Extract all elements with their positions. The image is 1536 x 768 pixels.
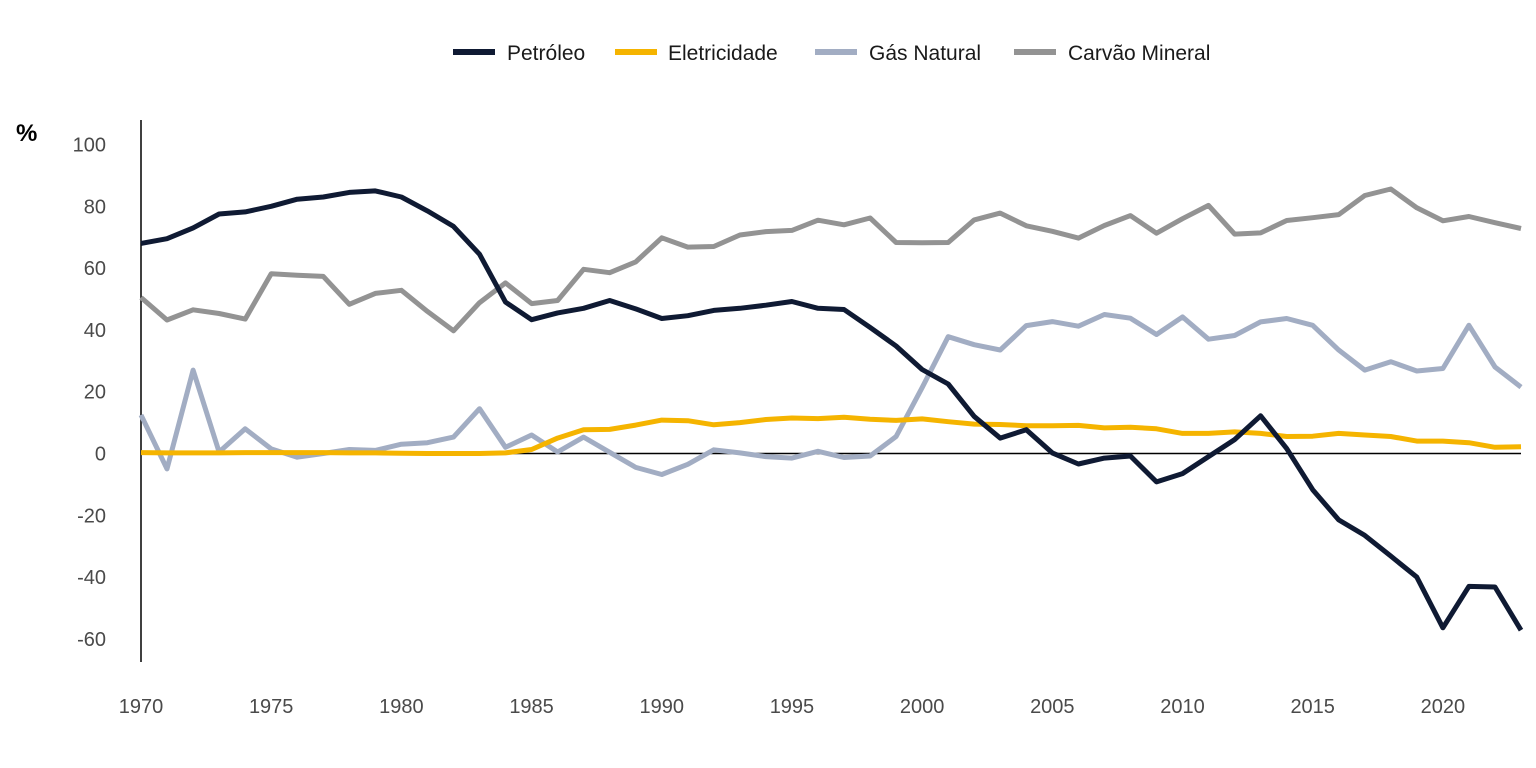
- y-tick-label: 80: [84, 196, 106, 218]
- legend-item: Petróleo: [453, 42, 585, 65]
- legend-label: Carvão Mineral: [1068, 42, 1210, 65]
- x-tick-label: 1980: [379, 696, 424, 718]
- x-tick-label: 2015: [1290, 696, 1335, 718]
- legend-item: Carvão Mineral: [1014, 42, 1210, 65]
- y-tick-label: 40: [84, 320, 106, 342]
- axes: [140, 120, 1521, 662]
- legend-label: Petróleo: [507, 42, 585, 65]
- x-tick-label: 1985: [509, 696, 554, 718]
- x-tick-label: 2000: [900, 696, 945, 718]
- y-tick-label: 20: [84, 382, 106, 404]
- series-line-petroleo: [140, 188, 1524, 632]
- legend-label: Gás Natural: [869, 42, 981, 65]
- legend-label: Eletricidade: [668, 42, 778, 65]
- x-tick-label: 1990: [640, 696, 685, 718]
- series-line-carvao-mineral: [139, 186, 1522, 334]
- y-axis-unit-label: %: [16, 120, 37, 147]
- x-tick-label: 1995: [770, 696, 815, 718]
- series-line-gas-natural: [138, 312, 1523, 477]
- y-tick-label: 100: [73, 135, 106, 157]
- y-tick-label: -20: [77, 505, 106, 527]
- x-tick-label: 1975: [249, 696, 294, 718]
- legend: Petróleo Eletricidade Gás Natural Carvão Mi…: [453, 42, 1210, 65]
- tick-labels: 100 80 60 40 20 0 -20 -40 -60 1970 1975 1980 1985 199…: [73, 135, 1466, 719]
- y-tick-label: -60: [77, 629, 106, 651]
- x-tick-label: 2010: [1160, 696, 1205, 718]
- y-tick-label: -40: [77, 567, 106, 589]
- series-lines: [138, 186, 1524, 632]
- y-tick-label: 0: [95, 444, 106, 466]
- y-tick-label: 60: [84, 258, 106, 280]
- x-tick-label: 1970: [119, 696, 164, 718]
- x-tick-label: 2005: [1030, 696, 1075, 718]
- legend-item: Eletricidade: [615, 42, 778, 65]
- x-tick-label: 2020: [1421, 696, 1466, 718]
- series-line-eletricidade: [140, 414, 1522, 456]
- legend-item: Gás Natural: [815, 42, 981, 65]
